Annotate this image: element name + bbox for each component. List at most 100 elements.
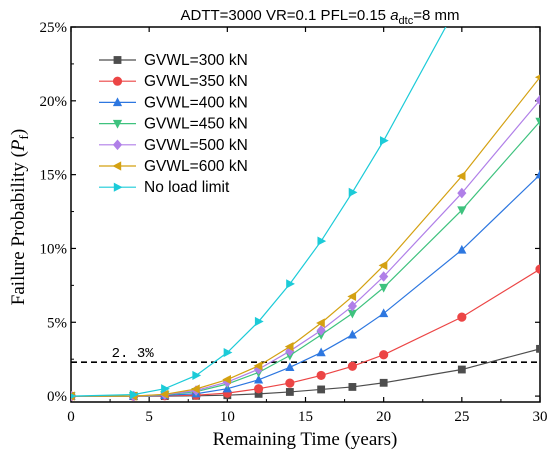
series-group [71, 27, 540, 402]
legend-label: GVWL=450 kN [144, 116, 248, 133]
data-point [348, 187, 358, 197]
y-tick-label: 10% [40, 241, 68, 257]
legend-label: GVWL=400 kN [144, 94, 248, 111]
data-point [534, 74, 540, 80]
legend-marker [113, 56, 122, 64]
series-3 [71, 169, 540, 400]
data-point [285, 378, 295, 388]
data-point [316, 325, 326, 336]
y-tick-label: 25% [40, 20, 68, 36]
threshold-label: 2. 3% [112, 346, 155, 362]
data-point [347, 361, 357, 371]
legend: GVWL=300 kN GVWL=350 kN GVWL=400 kN GVWL=45… [99, 52, 248, 196]
legend-item: GVWL=500 kN [99, 137, 248, 154]
data-point [223, 347, 233, 358]
chart-title: ADTT=3000 VR=0.1 PFL=0.15 adtc=8 mm [180, 7, 459, 27]
y-tick-label: 20% [40, 94, 68, 110]
series-6 [71, 74, 540, 401]
x-tick-label: 30 [533, 409, 548, 425]
legend-label: No load limit [144, 179, 230, 196]
data-point [254, 316, 264, 327]
legend-item: GVWL=600 kN [99, 158, 248, 175]
data-point [457, 365, 466, 374]
legend-label: GVWL=500 kN [144, 137, 248, 154]
data-point [316, 318, 325, 328]
data-point [161, 384, 170, 394]
y-tick-label: 0% [47, 389, 67, 405]
data-point [348, 383, 357, 391]
plot-area: 0 5 10 15 20 25 30 0% 5% 10% 15% 20% 25% 2. 3% [40, 20, 548, 425]
legend-marker [112, 97, 123, 107]
legend-marker [113, 182, 123, 192]
series-line [71, 268, 540, 397]
data-point [317, 385, 326, 394]
series-7 [71, 27, 447, 400]
data-point [285, 345, 295, 357]
legend-marker [112, 119, 123, 129]
data-point [285, 388, 294, 396]
legend-item: GVWL=400 kN [99, 94, 248, 111]
x-tick-label: 20 [376, 409, 391, 425]
legend-item: GVWL=350 kN [99, 73, 248, 90]
data-point [254, 384, 264, 394]
data-point [285, 362, 295, 371]
data-point [379, 136, 389, 146]
data-point [254, 374, 264, 384]
data-point [536, 344, 540, 353]
legend-item: No load limit [99, 179, 230, 196]
data-point [222, 374, 232, 385]
data-point [254, 389, 263, 398]
data-point [254, 363, 264, 375]
data-point [535, 169, 540, 179]
x-tick-label: 5 [145, 409, 153, 425]
legend-label: GVWL=350 kN [144, 73, 248, 90]
data-point [191, 384, 200, 394]
data-point [286, 279, 295, 289]
legend-marker [112, 76, 123, 86]
legend-label: GVWL=300 kN [144, 52, 248, 69]
data-point [159, 389, 169, 399]
data-point [316, 347, 326, 357]
data-point [317, 236, 327, 246]
data-point [379, 378, 388, 387]
data-point [457, 312, 467, 322]
data-point [379, 271, 389, 282]
legend-item: GVWL=300 kN [99, 52, 248, 69]
data-point [379, 283, 389, 293]
x-tick-label: 0 [67, 409, 75, 425]
data-point [457, 244, 467, 254]
legend-marker [112, 161, 122, 171]
data-point [253, 361, 263, 371]
data-point [347, 309, 357, 319]
series-2 [71, 264, 540, 401]
x-tick-label: 10 [220, 409, 235, 425]
data-point [347, 300, 357, 312]
x-tick-label: 15 [298, 409, 313, 425]
x-axis-title: Remaining Time (years) [213, 429, 398, 450]
legend-item: GVWL=450 kN [99, 116, 248, 133]
y-axis-title: Failure Probability (Pf) [8, 129, 31, 305]
data-point [379, 350, 389, 360]
data-point [347, 291, 357, 302]
legend-label: GVWL=600 kN [144, 158, 248, 175]
data-point [192, 370, 202, 381]
x-tick-label: 25 [454, 409, 469, 425]
data-point [535, 94, 540, 106]
data-point [535, 117, 540, 127]
data-point [457, 206, 467, 216]
data-point [535, 264, 540, 274]
legend-marker [112, 139, 123, 151]
data-point [129, 390, 139, 400]
data-point [284, 342, 294, 352]
data-point [316, 370, 326, 381]
data-point [71, 393, 77, 399]
series-line [71, 76, 540, 397]
data-point [379, 308, 389, 318]
data-point [378, 260, 388, 271]
data-point [347, 329, 357, 339]
data-point [457, 187, 467, 199]
data-point [456, 171, 466, 181]
y-tick-label: 5% [47, 315, 67, 331]
y-tick-label: 15% [40, 168, 68, 184]
